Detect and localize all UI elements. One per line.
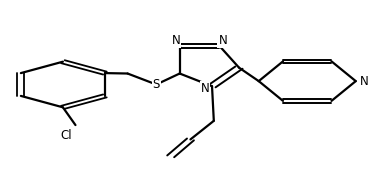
Text: N: N (219, 34, 227, 47)
Text: N: N (201, 82, 209, 95)
Text: Cl: Cl (61, 129, 72, 142)
Text: N: N (172, 34, 180, 47)
Text: N: N (360, 75, 368, 88)
Text: S: S (153, 78, 160, 91)
